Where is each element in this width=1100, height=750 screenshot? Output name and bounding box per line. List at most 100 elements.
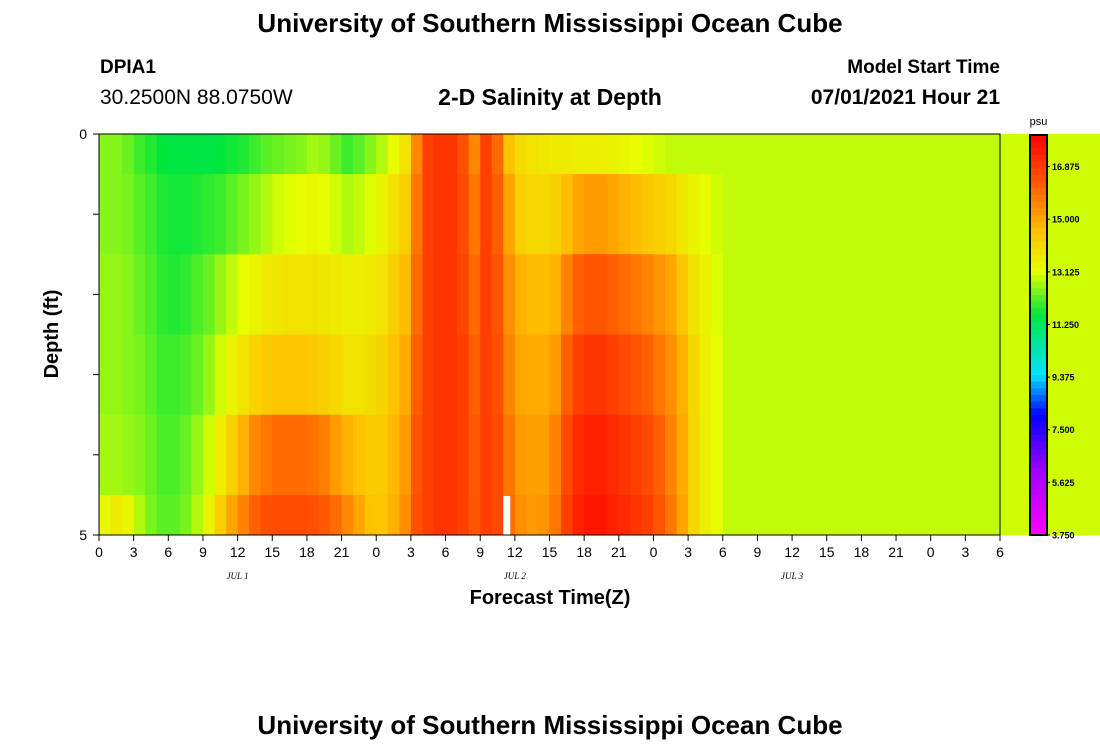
colorbar-segment — [1030, 468, 1047, 476]
heatmap-cell — [272, 334, 285, 416]
heatmap-cell — [976, 414, 990, 496]
heatmap-cell — [826, 494, 839, 536]
heatmap-cell — [1092, 174, 1100, 255]
heatmap-cell — [387, 134, 400, 175]
heatmap-cell — [341, 494, 354, 536]
x-tick-label: 3 — [407, 544, 415, 560]
heatmap-cell — [376, 334, 389, 416]
colorbar-segment — [1030, 155, 1047, 163]
heatmap-cell — [942, 494, 955, 536]
heatmap-cell — [896, 414, 909, 496]
heatmap-cell — [792, 254, 805, 335]
heatmap-cell — [249, 174, 262, 255]
heatmap-cell — [953, 494, 966, 536]
heatmap-cell — [849, 334, 862, 416]
heatmap-cell — [1011, 134, 1024, 175]
heatmap-cell — [260, 494, 273, 536]
heatmap-cell — [283, 174, 296, 255]
heatmap-cell — [330, 334, 343, 416]
heatmap-cell — [549, 414, 562, 496]
heatmap-cell — [491, 174, 504, 255]
heatmap-cell — [399, 494, 412, 536]
heatmap-cell — [514, 254, 527, 335]
station-coordinates: 30.2500N 88.0750W — [100, 86, 293, 109]
heatmap-cell — [549, 334, 562, 416]
x-tick-label: 12 — [230, 544, 246, 560]
heatmap-cell — [202, 414, 216, 496]
heatmap-cell — [757, 414, 770, 496]
heatmap-cell — [1011, 494, 1024, 536]
heatmap-cells — [99, 134, 1100, 536]
heatmap-cell — [133, 414, 146, 496]
heatmap-cell — [861, 254, 874, 335]
colorbar-segment — [1030, 521, 1047, 529]
heatmap-cell — [988, 494, 1001, 536]
heatmap-cell — [387, 494, 400, 536]
heatmap-cell — [468, 174, 481, 255]
colorbar-segment — [1030, 241, 1047, 249]
heatmap-cell — [722, 414, 735, 496]
heatmap-cell — [272, 494, 285, 536]
heatmap-cell — [641, 414, 655, 496]
heatmap-cell — [272, 174, 285, 255]
heatmap-cell — [699, 254, 712, 335]
heatmap-cell — [953, 134, 966, 175]
heatmap-cell — [1000, 134, 1013, 175]
y-axis: 05 — [79, 126, 99, 543]
heatmap-cell — [838, 254, 851, 335]
heatmap-cell — [214, 134, 227, 175]
heatmap-cell — [503, 334, 516, 416]
page-title: University of Southern Mississippi Ocean… — [257, 8, 843, 38]
heatmap-cell — [202, 254, 216, 335]
heatmap-cell — [1000, 174, 1013, 255]
x-tick-label: 6 — [164, 544, 172, 560]
heatmap-cell — [480, 334, 493, 416]
heatmap-cell — [110, 494, 123, 536]
heatmap-cell — [503, 134, 516, 175]
heatmap-cell — [179, 494, 193, 536]
heatmap-cell — [122, 494, 135, 536]
heatmap-cell — [734, 134, 747, 175]
heatmap-cell — [618, 494, 631, 536]
heatmap-cell — [457, 254, 470, 335]
colorbar-tick-label: 9.375 — [1052, 373, 1075, 383]
heatmap-cell — [156, 494, 169, 536]
heatmap-cell — [1080, 334, 1094, 416]
heatmap-cell — [526, 414, 539, 496]
heatmap-cell — [953, 414, 966, 496]
heatmap-cell — [595, 174, 608, 255]
colorbar-segment — [1030, 288, 1047, 296]
heatmap-cell — [930, 254, 943, 335]
heatmap-cell — [537, 334, 551, 416]
heatmap-cell — [699, 174, 712, 255]
heatmap-cell — [133, 134, 146, 175]
heatmap-cell — [387, 174, 400, 255]
x-tick-label: 0 — [650, 544, 658, 560]
heatmap-cell — [1092, 134, 1100, 175]
heatmap-cell — [561, 254, 574, 335]
heatmap-cell — [1069, 174, 1082, 255]
colorbar-segment — [1030, 508, 1047, 516]
heatmap-cell — [168, 134, 181, 175]
heatmap-cell — [884, 494, 897, 536]
heatmap-cell — [399, 414, 412, 496]
colorbar-unit: psu — [1030, 116, 1048, 128]
heatmap-cell — [838, 414, 851, 496]
colorbar-segment — [1030, 221, 1047, 229]
heatmap-cell — [815, 134, 828, 175]
heatmap-cell — [353, 494, 366, 536]
heatmap-cell — [364, 254, 377, 335]
x-tick-label: 0 — [927, 544, 935, 560]
heatmap-cell — [688, 414, 701, 496]
heatmap-cell — [757, 174, 770, 255]
heatmap-cell — [815, 414, 828, 496]
heatmap-cell — [318, 134, 331, 175]
heatmap-cell — [607, 334, 620, 416]
heatmap-cell — [1069, 334, 1082, 416]
heatmap-cell — [399, 254, 412, 335]
model-start-value: 07/01/2021 Hour 21 — [810, 86, 1000, 109]
heatmap-cell — [572, 134, 585, 175]
heatmap-cell — [1080, 494, 1094, 536]
heatmap-cell — [907, 494, 920, 536]
heatmap-cell — [630, 494, 643, 536]
